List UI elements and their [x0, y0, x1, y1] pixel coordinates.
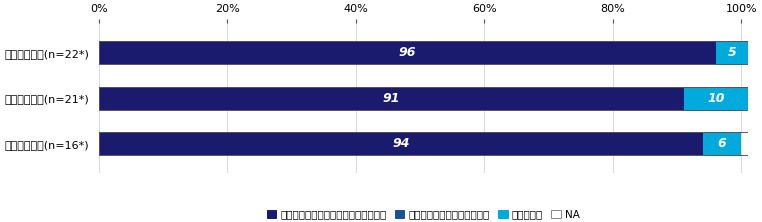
- Bar: [99, 132, 703, 155]
- Text: 10: 10: [707, 92, 725, 105]
- Legend: 事件に関連する問題によって悪化した, 事件以外の出来事で悪化した, わからない, NA: 事件に関連する問題によって悪化した, 事件以外の出来事で悪化した, わからない,…: [263, 205, 584, 222]
- Bar: [716, 41, 748, 64]
- Bar: [684, 87, 748, 109]
- Bar: [99, 132, 748, 155]
- Text: 5: 5: [728, 46, 736, 59]
- Bar: [99, 87, 748, 109]
- Bar: [99, 41, 748, 64]
- Bar: [703, 132, 741, 155]
- Text: 94: 94: [392, 137, 409, 150]
- Bar: [99, 87, 684, 109]
- Text: 96: 96: [399, 46, 416, 59]
- Bar: [99, 41, 716, 64]
- Text: 91: 91: [383, 92, 400, 105]
- Text: 6: 6: [718, 137, 726, 150]
